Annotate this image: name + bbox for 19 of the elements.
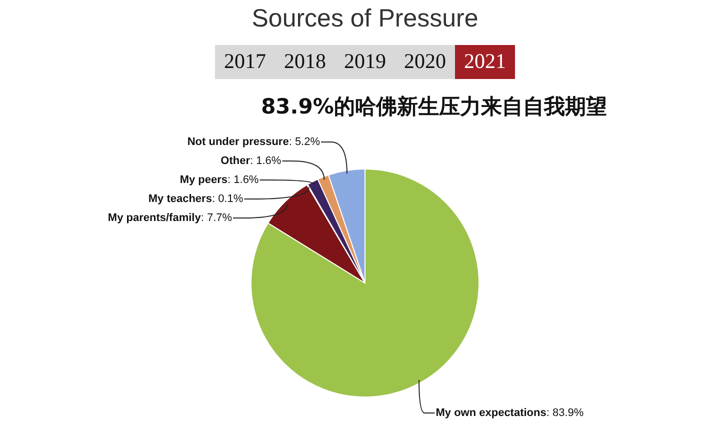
slice-label: My teachers (148, 192, 212, 205)
text: 2020 (404, 48, 446, 73)
text: 2021 (464, 48, 506, 73)
text: 2019 (344, 48, 386, 73)
data-label: : 83.9% (546, 406, 584, 419)
chart-subtitle: 83.9%的哈佛新生压力来自自我期望 (261, 94, 607, 119)
text: 2017 (224, 48, 266, 73)
slice-label: Not under pressure (187, 136, 289, 148)
slice-label: My parents/family (108, 212, 202, 224)
data-label: : 0.1% (212, 192, 244, 205)
slice-label: My peers (180, 174, 228, 186)
slice-label: Other (220, 154, 251, 167)
data-label: : 7.7% (200, 212, 232, 224)
data-label: : 1.6% (250, 154, 282, 167)
text: 2018 (284, 48, 326, 73)
data-label: : 5.2% (288, 136, 320, 148)
data-label: : 1.6% (228, 174, 259, 186)
chart-title: Sources of Pressure (252, 4, 478, 33)
slice-label: My own expectations (436, 406, 546, 419)
